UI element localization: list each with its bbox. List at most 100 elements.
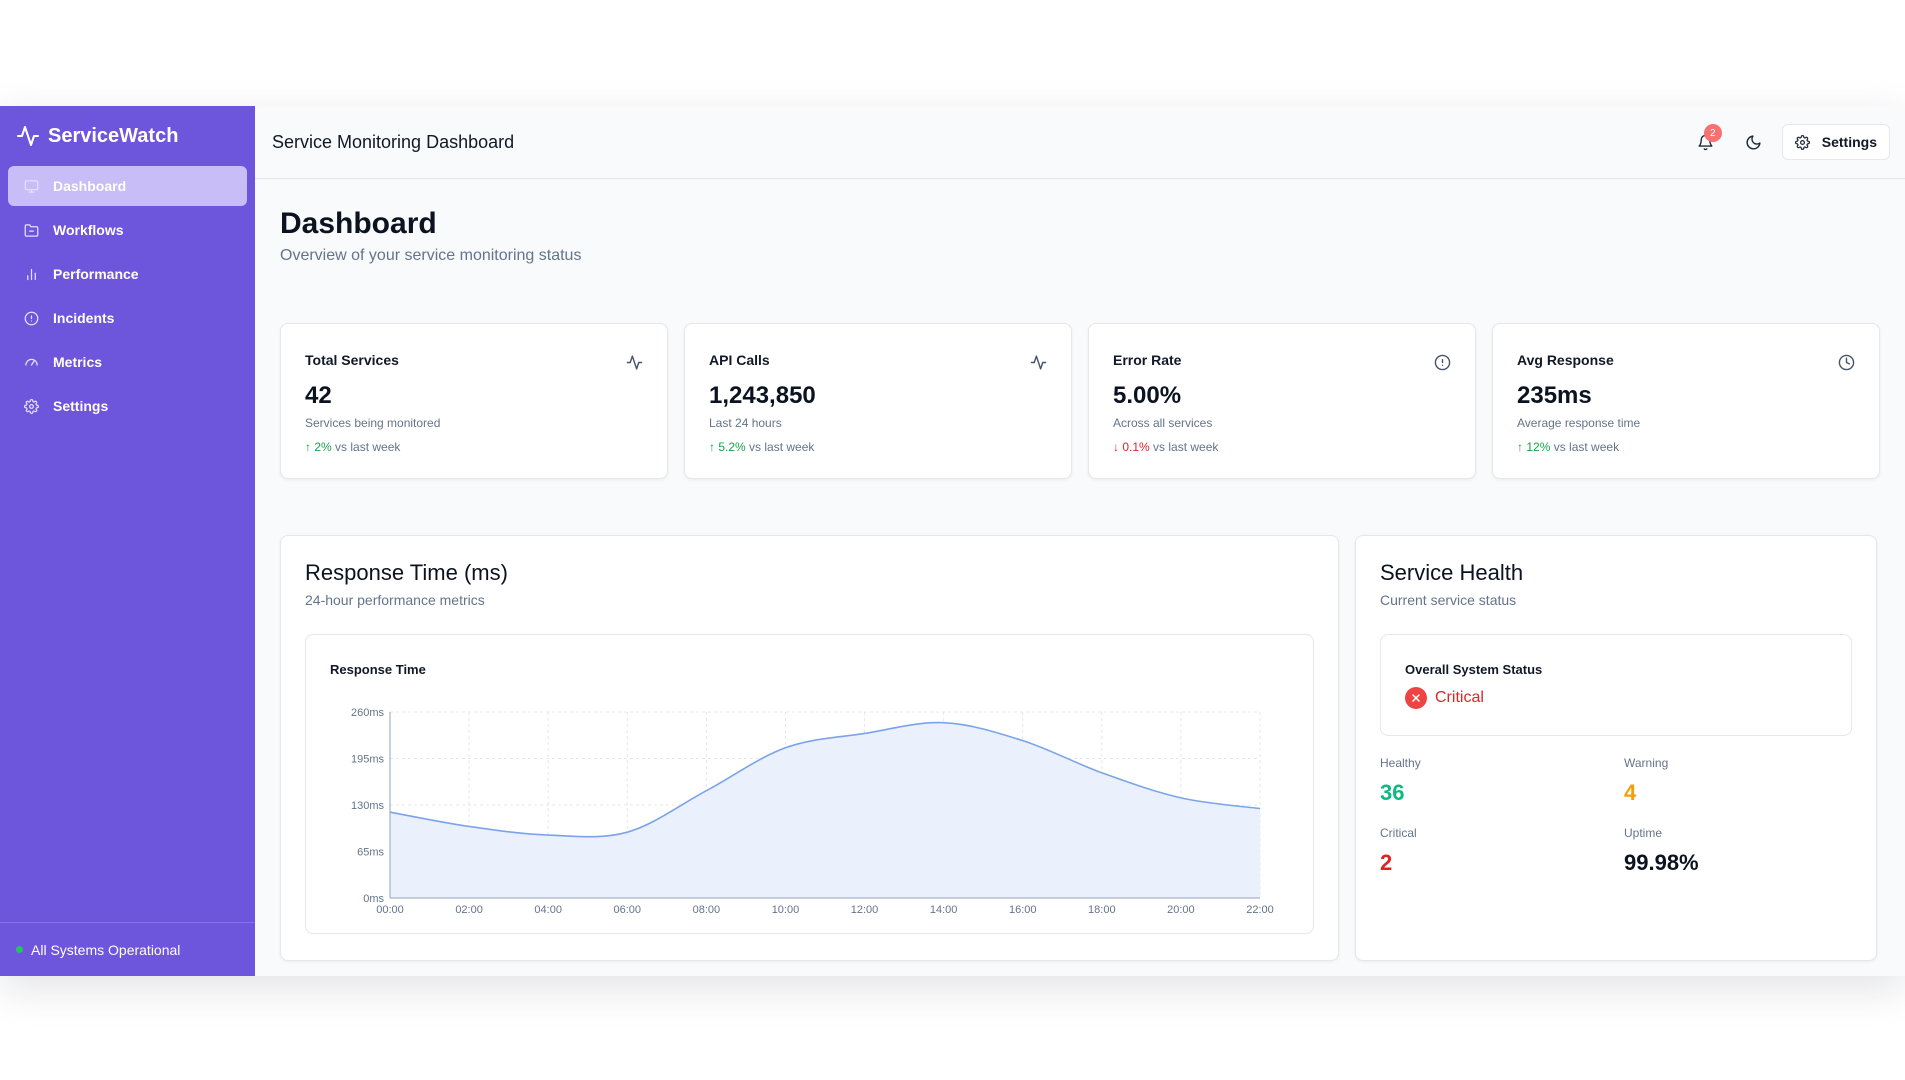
x-tick-label: 10:00 <box>772 904 800 916</box>
health-stat-value: 36 <box>1380 780 1405 805</box>
health-stat-value: 99.98% <box>1624 850 1699 875</box>
y-tick-label: 130ms <box>351 800 385 812</box>
x-tick-label: 06:00 <box>614 904 642 916</box>
health-stat-label: Critical <box>1380 826 1417 840</box>
trend-text: vs last week <box>1550 440 1620 454</box>
folder-icon <box>24 223 39 237</box>
stat-value: 42 <box>305 382 332 409</box>
gauge-icon <box>25 358 38 366</box>
x-tick-label: 12:00 <box>851 904 879 916</box>
x-tick-label: 20:00 <box>1167 904 1195 916</box>
sidebar-item-settings[interactable]: Settings <box>8 386 247 426</box>
x-tick-label: 16:00 <box>1009 904 1037 916</box>
health-stat-label: Healthy <box>1380 756 1421 770</box>
health-stat-uptime: Uptime 99.98% <box>1624 826 1852 876</box>
x-tick-label: 14:00 <box>930 904 958 916</box>
trend-value: 12% <box>1526 440 1551 454</box>
overall-status-value: Critical <box>1435 689 1484 706</box>
dashboard-content: Dashboard Overview of your service monit… <box>255 179 1905 961</box>
notification-badge: 2 <box>1703 124 1722 142</box>
notifications-button[interactable]: 2 <box>1686 122 1726 162</box>
sidebar-item-label: Metrics <box>53 354 103 370</box>
stat-value: 235ms <box>1517 382 1592 409</box>
page-subtitle: Overview of your service monitoring stat… <box>280 247 582 264</box>
settings-button-label: Settings <box>1821 134 1877 150</box>
stat-card-total-services: Total Services 42 Services being monitor… <box>280 323 668 479</box>
system-status-text: All Systems Operational <box>31 941 181 958</box>
sidebar-item-label: Incidents <box>53 310 115 326</box>
health-stat-healthy: Healthy 36 <box>1380 756 1624 806</box>
health-stat-label: Uptime <box>1624 826 1663 840</box>
x-tick-label: 00:00 <box>376 904 404 916</box>
sidebar-item-label: Dashboard <box>53 178 127 194</box>
stat-trend: ↑ 5.2% vs last week <box>709 440 1047 454</box>
sidebar-item-label: Workflows <box>53 222 124 238</box>
activity-icon <box>17 126 39 146</box>
status-dot <box>16 946 23 953</box>
trend-arrow: ↑ <box>709 440 715 454</box>
health-stats-grid: Healthy 36 Warning 4 Critical 2 Uptime <box>1380 756 1852 876</box>
x-tick-label: 08:00 <box>693 904 721 916</box>
stat-trend: ↑ 2% vs last week <box>305 440 643 454</box>
overall-status-label: Overall System Status <box>1405 662 1543 677</box>
stat-description: Across all services <box>1113 416 1213 430</box>
bar-chart-icon <box>27 268 36 280</box>
stat-value: 1,243,850 <box>709 382 816 409</box>
sidebar-item-incidents[interactable]: Incidents <box>8 298 247 338</box>
stat-description: Average response time <box>1517 416 1641 430</box>
health-stat-critical: Critical 2 <box>1380 826 1624 876</box>
brand[interactable]: ServiceWatch <box>0 106 255 166</box>
sidebar-item-label: Settings <box>53 398 109 414</box>
card-title: Response Time (ms) <box>305 560 508 585</box>
chart-svg: 0ms 65ms 130ms 195ms 260ms 00:00 02:00 04:00 06:… <box>351 707 1274 916</box>
sidebar-item-workflows[interactable]: Workflows <box>8 210 247 250</box>
overall-status-panel: Overall System Status Critical <box>1380 634 1852 736</box>
health-stat-warning: Warning 4 <box>1624 756 1852 806</box>
brand-name: ServiceWatch <box>48 124 179 147</box>
clock-icon <box>1838 354 1855 371</box>
main-area: Service Monitoring Dashboard 2 Settings … <box>255 106 1905 976</box>
stat-description: Services being monitored <box>305 416 441 430</box>
settings-button[interactable]: Settings <box>1781 124 1890 160</box>
stat-title: Error Rate <box>1113 352 1182 368</box>
sidebar-item-dashboard[interactable]: Dashboard <box>8 166 247 206</box>
service-health-card: Service Health Current service status Ov… <box>1355 535 1877 961</box>
x-tick-label: 22:00 <box>1246 904 1274 916</box>
sidebar-item-metrics[interactable]: Metrics <box>8 342 247 382</box>
stat-card-avg-response: Avg Response 235ms Average response time… <box>1492 323 1880 479</box>
trend-value: 0.1% <box>1122 440 1150 454</box>
health-stat-value: 4 <box>1624 780 1637 805</box>
series-area-response-time <box>390 722 1260 898</box>
series-line-response-time <box>389 721 1261 838</box>
stat-card-error-rate: Error Rate 5.00% Across all services ↓ 0… <box>1088 323 1476 479</box>
stat-trend: ↓ 0.1% vs last week <box>1113 440 1451 454</box>
stat-title: Avg Response <box>1517 352 1614 368</box>
app-window: ServiceWatch Dashboard Workflows Perform… <box>0 106 1905 976</box>
alert-circle-icon <box>24 311 39 325</box>
theme-toggle-button[interactable] <box>1734 122 1774 162</box>
x-tick-label: 02:00 <box>455 904 483 916</box>
y-tick-label: 0ms <box>363 893 384 905</box>
trend-value: 5.2% <box>718 440 746 454</box>
gear-icon <box>24 398 39 414</box>
stat-value: 5.00% <box>1113 382 1182 409</box>
trend-text: vs last week <box>331 440 401 454</box>
activity-icon <box>626 355 643 370</box>
stat-description: Last 24 hours <box>709 416 782 430</box>
gear-icon <box>1794 134 1810 150</box>
monitor-icon <box>24 179 39 193</box>
overall-status: Critical <box>1405 687 1827 709</box>
moon-icon <box>1746 134 1761 149</box>
stat-title: Total Services <box>305 352 399 368</box>
page-title: Dashboard <box>280 207 437 240</box>
trend-value: 2% <box>314 440 332 454</box>
health-stat-label: Warning <box>1624 756 1669 770</box>
card-subtitle: 24-hour performance metrics <box>305 592 485 608</box>
sidebar-item-performance[interactable]: Performance <box>8 254 247 294</box>
trend-arrow: ↓ <box>1113 440 1119 454</box>
x-tick-label: 04:00 <box>534 904 562 916</box>
sidebar: ServiceWatch Dashboard Workflows Perform… <box>0 106 255 976</box>
chart-label: Response Time <box>330 662 426 677</box>
y-tick-label: 260ms <box>351 707 385 719</box>
y-tick-label: 195ms <box>351 754 385 766</box>
